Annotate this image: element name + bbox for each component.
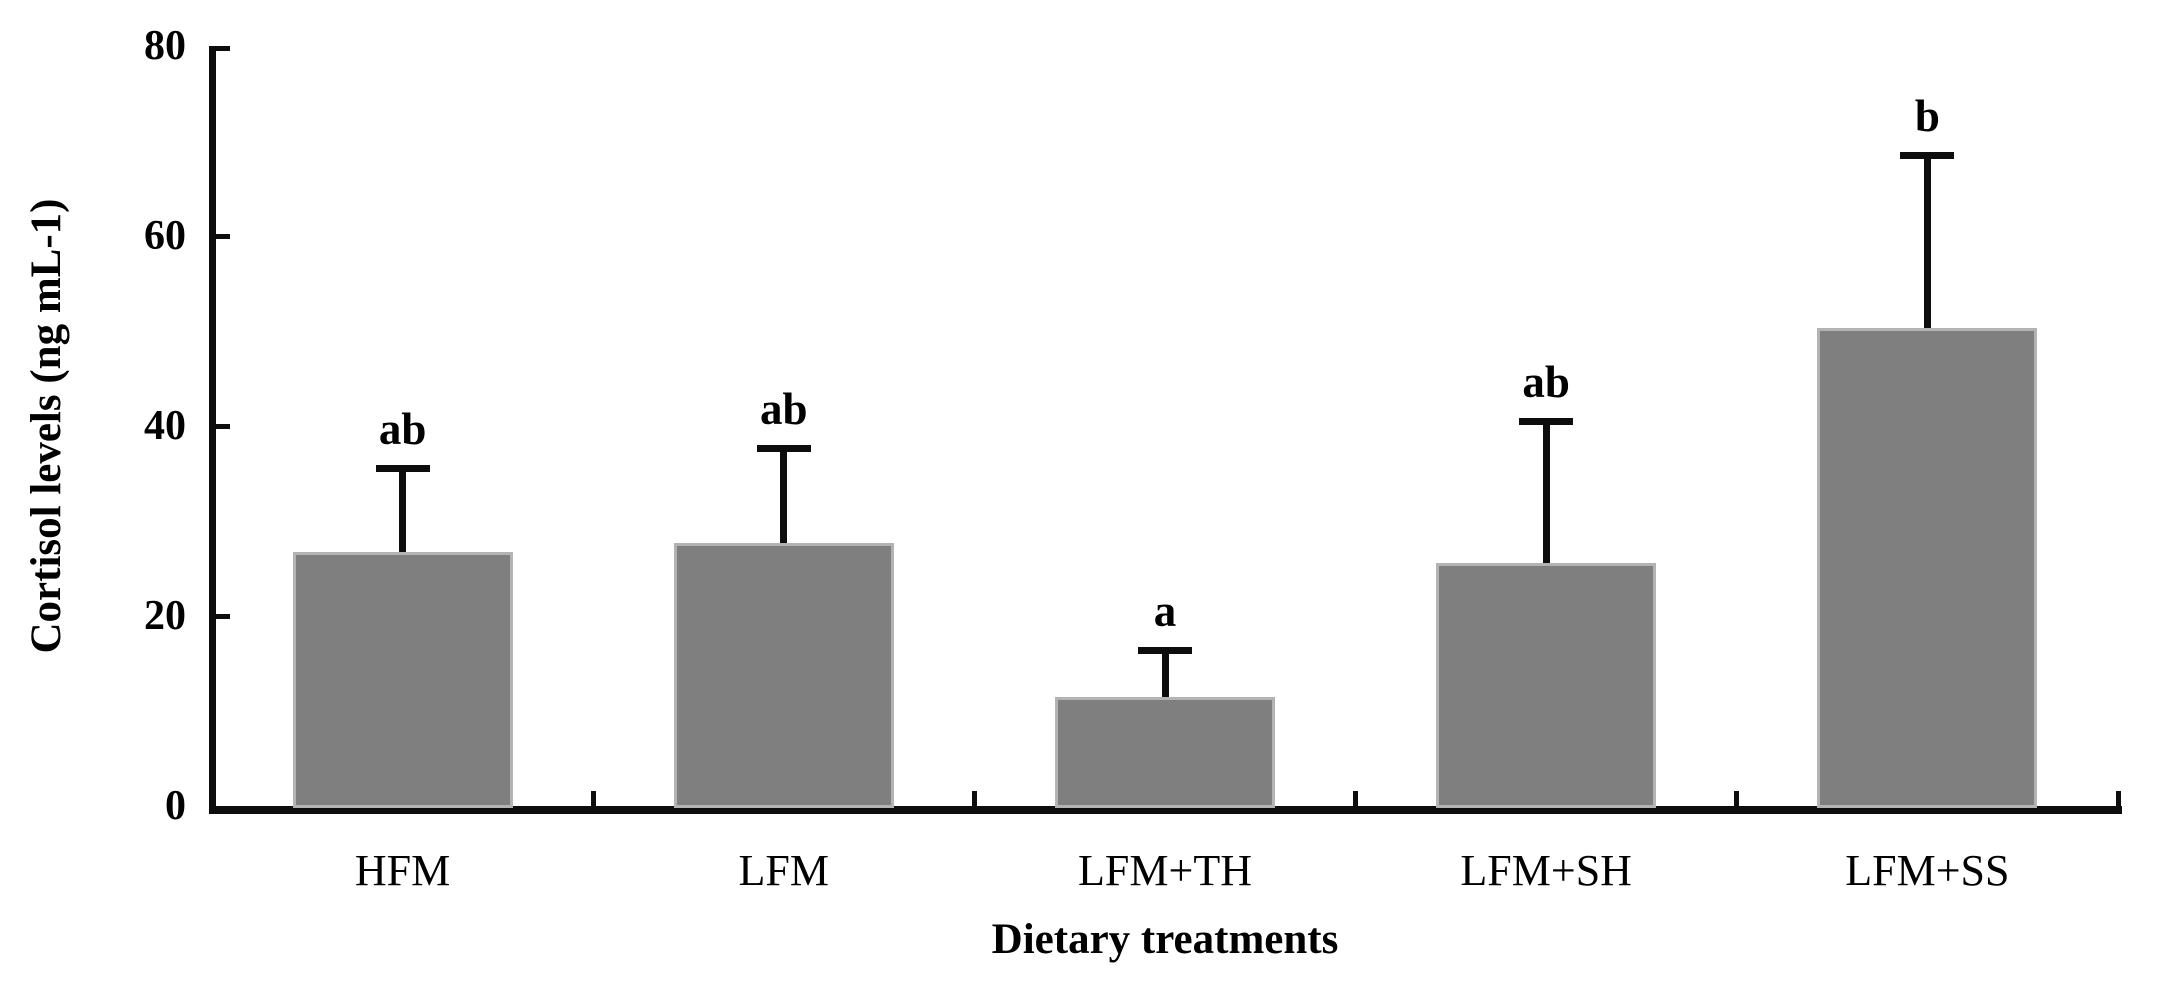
x-axis-title: Dietary treatments [991, 916, 1339, 963]
significance-letter: ab [378, 403, 427, 454]
error-bar-line [1542, 418, 1550, 563]
significance-letter: a [1153, 586, 1177, 637]
y-tick-label: 20 [144, 593, 186, 639]
bar [1055, 696, 1275, 808]
bar [673, 542, 894, 808]
error-bar-cap [756, 445, 811, 452]
x-axis-tick [1353, 791, 1359, 806]
y-tick-label: 60 [144, 213, 186, 259]
category-label: LFM [738, 846, 830, 895]
x-axis-tick [590, 791, 596, 806]
bar [1436, 562, 1657, 808]
category-label: HFM [354, 846, 451, 895]
significance-letter: ab [760, 384, 808, 434]
x-axis-tick [2115, 791, 2121, 806]
x-axis-tick [1734, 791, 1740, 806]
error-bar-cap [1138, 647, 1192, 655]
y-axis-tick [214, 233, 230, 239]
y-tick-label: 40 [144, 403, 186, 449]
y-axis-tick [214, 613, 230, 619]
error-bar-line [1161, 647, 1169, 697]
error-bar-cap [1900, 152, 1955, 160]
y-axis-tick [214, 423, 230, 429]
significance-letter: b [1914, 91, 1940, 142]
y-tick-label: 80 [144, 23, 186, 69]
significance-letter: ab [1522, 357, 1570, 408]
x-axis-line [209, 806, 2122, 814]
bar [1817, 328, 2038, 808]
y-axis-tick [214, 45, 230, 51]
category-label: LFM+TH [1078, 846, 1252, 895]
error-bar-line [1923, 152, 1931, 329]
x-axis-tick [971, 791, 977, 806]
category-label: LFM+SH [1460, 846, 1632, 895]
error-bar-cap [375, 464, 430, 472]
error-bar-line [399, 464, 407, 553]
bar [292, 552, 513, 808]
category-label: LFM+SS [1845, 846, 2010, 895]
y-axis-line [209, 46, 216, 813]
error-bar-cap [1519, 418, 1574, 426]
error-bar-line [780, 445, 788, 543]
y-tick-label: 0 [165, 783, 186, 829]
